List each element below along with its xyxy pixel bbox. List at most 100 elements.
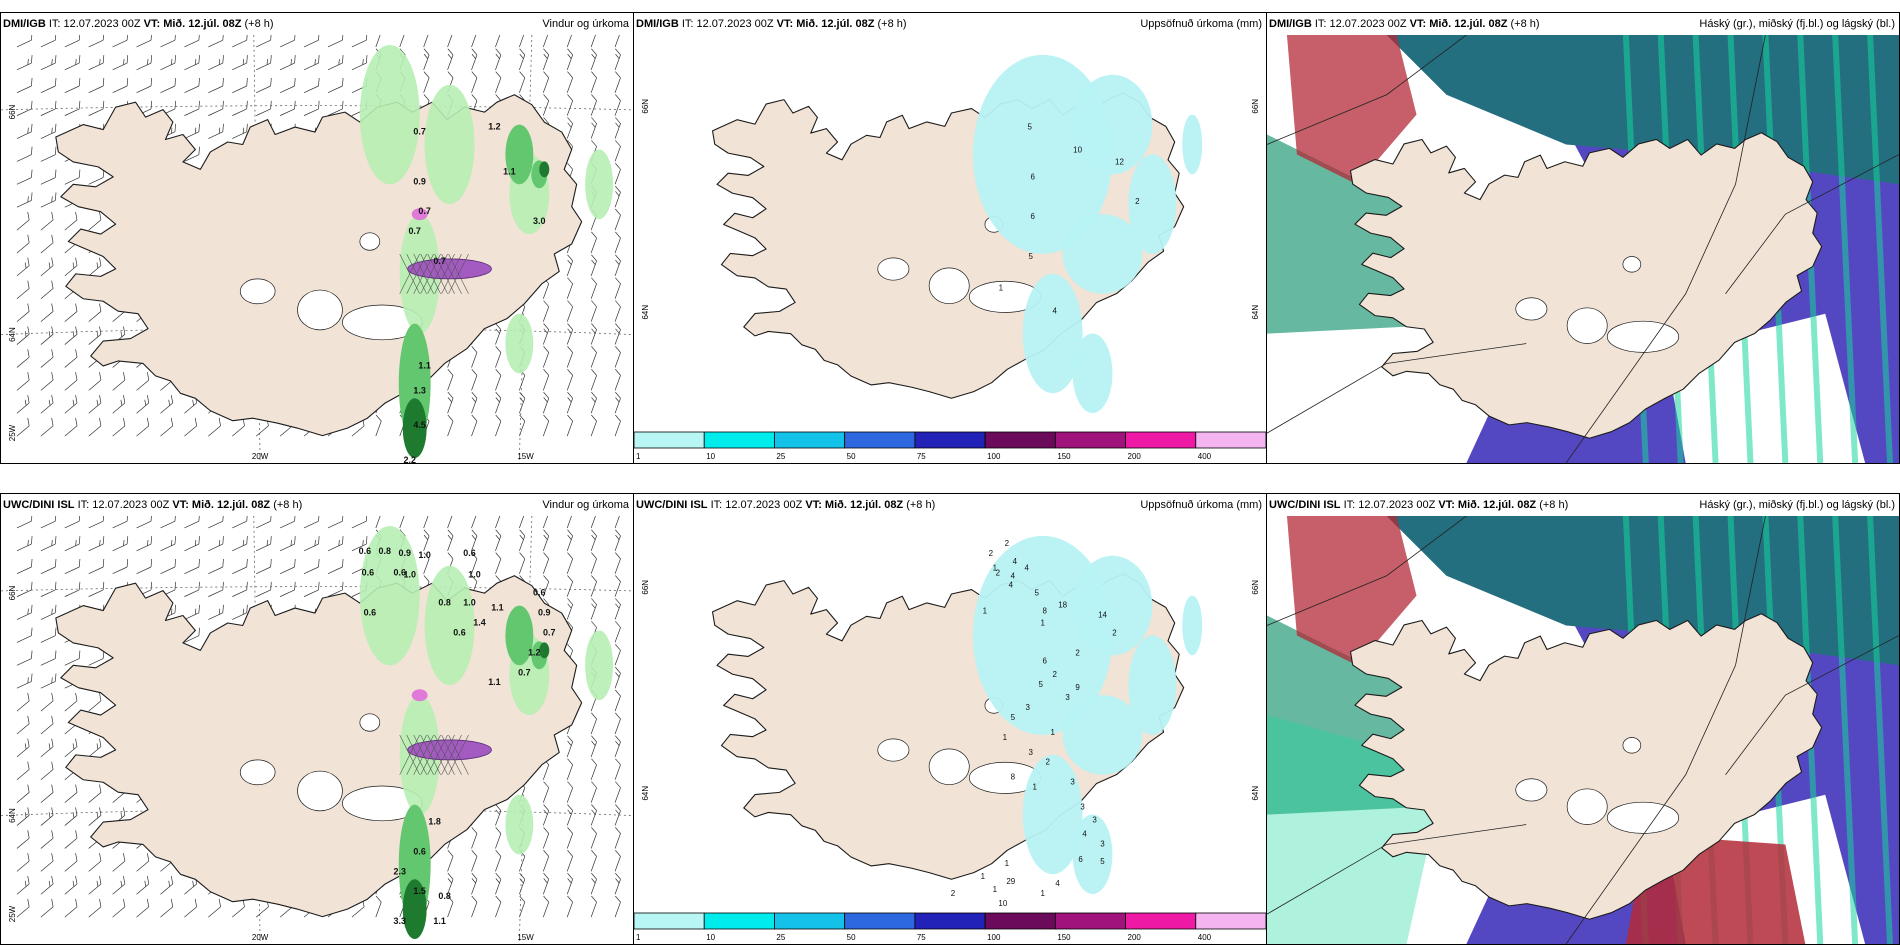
panel-title: Vindur og úrkoma (542, 18, 629, 30)
model-name: DMI/IGB (1269, 18, 1312, 30)
snow-area (407, 739, 492, 761)
colorbar-segment (1195, 912, 1266, 930)
accum-value-label: 2 (1135, 197, 1140, 206)
accum-value-label: 2 (1075, 648, 1080, 657)
panel-dmi-wind: DMI/IGB IT: 12.07.2023 00Z VT: Mið. 12.j… (0, 12, 634, 464)
accum-areas (972, 54, 1203, 414)
accum-value-label: 6 (1078, 855, 1083, 864)
colorbar-segments (634, 431, 1266, 449)
lat-label: 64N (8, 808, 17, 823)
precip-value-label: 1.1 (418, 360, 430, 370)
init-time: IT: 12.07.2023 00Z (77, 499, 170, 511)
accum-value-label: 1 (1040, 618, 1045, 627)
precip-value-label: 3.3 (394, 916, 406, 926)
precip-value-label: 1.0 (463, 598, 475, 608)
precip-value-label: 1.8 (428, 817, 440, 827)
forecast-step: (+8 h) (877, 18, 907, 30)
precip-value-label: 1.4 (473, 617, 485, 627)
precip-value-label: 0.7 (408, 226, 420, 236)
accum-value-label: 10 (1073, 145, 1082, 154)
forecast-step: (+8 h) (244, 18, 274, 30)
precip-value-label: 1.0 (403, 570, 415, 580)
colorbar-tick-label: 1 (636, 452, 641, 461)
forecast-step: (+8 h) (1539, 499, 1569, 511)
accum-value-label: 1 (1040, 889, 1045, 898)
precip-value-label: 0.6 (394, 568, 406, 578)
colorbar-ticks: 1 10 25 50 75 100 150 200 400 (636, 933, 1212, 942)
accum-value-label: 4 (1013, 557, 1018, 566)
accum-value-label: 5 (1038, 680, 1043, 689)
accum-value-label: 6 (1042, 656, 1047, 665)
accum-value-label: 2 (1005, 539, 1010, 548)
precip-value-label: 1.1 (503, 166, 515, 176)
forecast-step: (+8 h) (273, 499, 303, 511)
colorbar-tick-label: 25 (776, 933, 785, 942)
precip-value-label: 0.7 (543, 627, 555, 637)
precip-value-label: 3.0 (533, 216, 545, 226)
precip-value-label: 0.6 (533, 588, 545, 598)
accum-value-label: 3 (1092, 815, 1097, 824)
accum-value-label: 8 (1011, 773, 1016, 782)
colorbar-tick-label: 400 (1198, 933, 1212, 942)
accum-values: 5 10 12 2 6 6 5 1 4 (999, 123, 1141, 316)
precip-values: 0.6 0.8 0.9 1.00.6 0.60.61.00.61.00.8 1.10.61… (359, 546, 556, 926)
lon-label: 20W (252, 933, 269, 942)
boundary-lines (1267, 516, 1899, 944)
accum-value-label: 1 (983, 607, 988, 616)
accum-value-label: 2 (996, 569, 1001, 578)
colorbar: 1 10 25 50 75 100 150 200 400 (634, 431, 1266, 463)
lat-label: 66N (1251, 99, 1260, 114)
wind-precip-map: 0.7 1.20.91.10.70.70.73.01.11.34.52.266N6… (1, 35, 633, 463)
colorbar-tick-label: 100 (987, 452, 1001, 461)
precip-value-label: 0.7 (418, 206, 430, 216)
colorbar-tick-label: 400 (1198, 452, 1212, 461)
init-time: IT: 12.07.2023 00Z (48, 18, 141, 30)
precip-value-label: 1.1 (433, 916, 445, 926)
precip-value-label: 0.9 (538, 608, 550, 618)
colorbar-tick-label: 75 (917, 933, 926, 942)
accum-value-label: 4 (1055, 879, 1060, 888)
precip-value-label: 1.0 (468, 570, 480, 580)
panel-title: Vindur og úrkoma (542, 499, 629, 511)
precip-value-label: 0.9 (413, 176, 425, 186)
accum-value-label: 29 (1006, 877, 1015, 886)
lat-label: 66N (8, 585, 17, 600)
accum-value-label: 8 (1042, 607, 1047, 616)
lon-label: 15W (517, 452, 534, 461)
forecast-step: (+8 h) (906, 499, 936, 511)
accum-value-label: 1 (1033, 783, 1038, 792)
colorbar-segment (634, 912, 705, 930)
map-area: 0.7 1.2 0.9 1.1 0.7 0.7 0.7 3.0 1.1 1.3 4.5 2.2 66N 6… (1, 35, 633, 463)
accum-value-label: 4 (1052, 307, 1057, 316)
accum-value-label: 4 (1011, 572, 1016, 581)
accum-value-label: 12 (1115, 157, 1124, 166)
accum-value-label: 3 (1080, 803, 1085, 812)
init-time: IT: 12.07.2023 00Z (681, 18, 774, 30)
colorbar-tick-label: 150 (1057, 452, 1071, 461)
accum-precip-map: 5 10 12 2 6 6 5 1 4 66N 64N 66N 64N (634, 35, 1266, 431)
panel-dmi-accum: DMI/IGB IT: 12.07.2023 00Z VT: Mið. 12.j… (633, 12, 1267, 464)
precip-value-label: 4.5 (413, 420, 425, 430)
cloud-cover-map (1267, 516, 1899, 944)
accum-value-label: 18 (1058, 601, 1067, 610)
lat-label: 66N (641, 580, 650, 595)
colorbar-segment (844, 912, 916, 930)
colorbar-tick-label: 1 (636, 933, 641, 942)
valid-time: VT: Mið. 12.júl. 08Z (172, 499, 271, 511)
snow-area (411, 208, 428, 221)
valid-time: VT: Mið. 12.júl. 08Z (1438, 499, 1537, 511)
init-time: IT: 12.07.2023 00Z (1343, 499, 1436, 511)
accum-value-label: 1 (981, 872, 986, 881)
colorbar-tick-label: 75 (917, 452, 926, 461)
precip-areas (359, 525, 614, 940)
precip-value-label: 0.7 (413, 127, 425, 137)
map-axis-labels: 66N 64N 66N 64N (641, 99, 1260, 320)
colorbar-tick-label: 50 (847, 452, 856, 461)
colorbar-ticks: 1 10 25 50 75 100 150 200 400 (636, 452, 1212, 461)
colorbar-tick-label: 10 (706, 933, 715, 942)
precip-value-label: 0.6 (463, 548, 475, 558)
panel-header: UWC/DINI ISL IT: 12.07.2023 00Z VT: Mið.… (1267, 494, 1899, 516)
colorbar-segment (703, 912, 775, 930)
accum-value-label: 4 (1009, 581, 1014, 590)
